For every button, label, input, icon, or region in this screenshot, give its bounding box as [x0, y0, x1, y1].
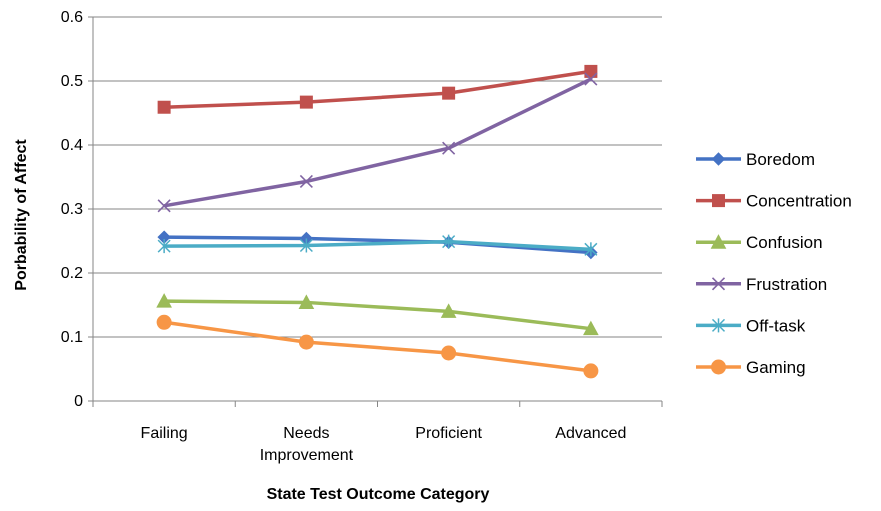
- y-tick-label: 0.6: [61, 9, 83, 26]
- data-point-off-task: [299, 238, 313, 253]
- data-point-frustration: [157, 199, 171, 213]
- legend-item-gaming: Gaming: [696, 358, 806, 377]
- data-point-concentration: [299, 95, 313, 109]
- data-point-frustration: [584, 72, 598, 86]
- data-point-concentration: [442, 86, 456, 100]
- data-point-gaming: [441, 345, 457, 361]
- data-point-gaming: [156, 314, 172, 330]
- legend: Boredom Concentration Confusion Frustration…: [696, 150, 852, 377]
- legend-label-frustration: Frustration: [746, 275, 827, 294]
- series: [156, 64, 599, 379]
- legend-item-boredom: Boredom: [696, 150, 815, 169]
- x-axis-title: State Test Outcome Category: [267, 486, 490, 503]
- series-confusion: [156, 293, 599, 336]
- series-line-confusion: [164, 299, 592, 331]
- data-point-off-task: [157, 239, 171, 254]
- legend-marker-confusion: [710, 234, 727, 249]
- series-line-off-task: [164, 239, 591, 252]
- y-tick-label: 0.2: [61, 265, 83, 282]
- y-tick-label: 0: [74, 393, 83, 410]
- legend-item-frustration: Frustration: [696, 275, 827, 294]
- legend-marker-off-task: [711, 318, 726, 333]
- series-line-concentration: [164, 69, 592, 109]
- series-line-boredom: [164, 235, 592, 255]
- x-tick-label: Proficient: [415, 425, 482, 442]
- data-point-frustration: [299, 174, 313, 189]
- legend-marker-concentration: [712, 194, 725, 208]
- legend-marker-frustration: [711, 277, 726, 291]
- series-concentration: [157, 64, 598, 114]
- data-point-confusion: [298, 294, 315, 309]
- y-tick-label: 0.4: [61, 137, 83, 154]
- data-point-confusion: [440, 303, 457, 318]
- legend-marker-gaming: [711, 359, 726, 375]
- legend-label-confusion: Confusion: [746, 233, 823, 252]
- data-point-concentration: [157, 100, 171, 114]
- series-line-gaming: [163, 320, 592, 373]
- legend-marker-boredom: [711, 152, 726, 166]
- x-tick-label: Needs Improvement: [260, 425, 354, 464]
- y-tick-label: 0.1: [61, 329, 83, 346]
- series-line-frustration: [163, 77, 592, 208]
- y-tick-label: 0.3: [61, 201, 83, 218]
- data-point-confusion: [156, 293, 172, 308]
- data-point-gaming: [298, 334, 314, 350]
- series-frustration: [157, 72, 598, 213]
- series-gaming: [156, 314, 599, 379]
- legend-label-gaming: Gaming: [746, 358, 806, 377]
- legend-label-concentration: Concentration: [746, 192, 852, 211]
- legend-item-concentration: Concentration: [696, 192, 852, 211]
- gridlines: [93, 16, 662, 338]
- data-point-concentration: [584, 64, 598, 78]
- data-point-off-task: [584, 242, 598, 257]
- legend-item-confusion: Confusion: [696, 233, 823, 252]
- data-point-confusion: [583, 320, 599, 336]
- data-point-gaming: [583, 363, 599, 379]
- legend-label-boredom: Boredom: [746, 150, 815, 169]
- data-point-off-task: [442, 234, 456, 249]
- x-tick-label: Failing: [141, 425, 188, 442]
- y-tick-label: 0.5: [61, 73, 83, 90]
- x-tick-label: Advanced: [555, 425, 626, 442]
- legend-label-off-task: Off-task: [746, 316, 806, 335]
- axes: 0 0.1 0.2 0.3 0.4 0.5 0.6 Failing Needs Improveme…: [61, 9, 663, 464]
- legend-item-off-task: Off-task: [696, 316, 806, 335]
- y-axis-title: Porbability of Affect: [13, 139, 30, 291]
- series-off-task: [157, 234, 598, 257]
- data-point-frustration: [442, 141, 456, 155]
